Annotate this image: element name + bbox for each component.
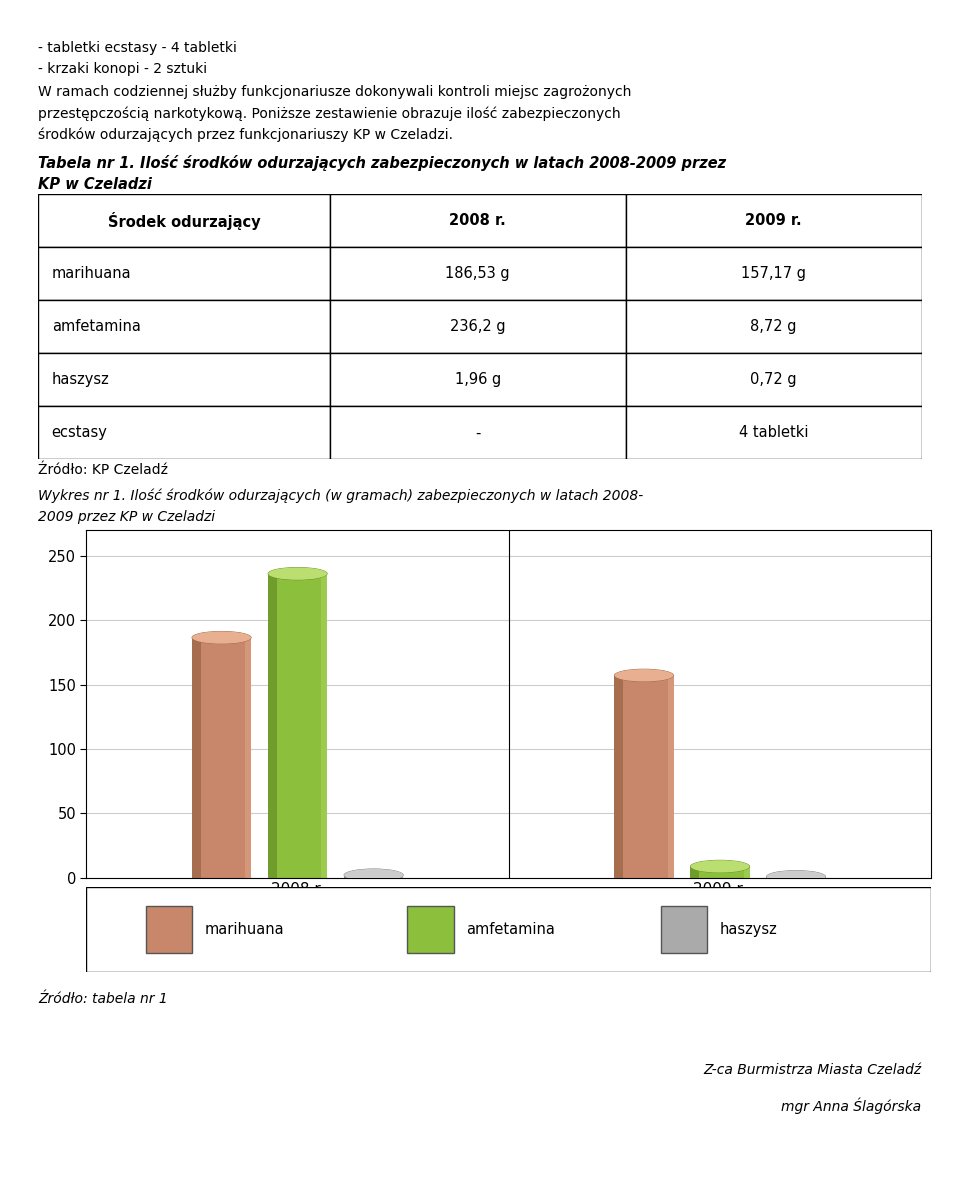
Bar bbox=[690, 866, 699, 878]
Bar bbox=[660, 906, 708, 953]
Text: amfetamina: amfetamina bbox=[52, 319, 140, 335]
Text: Źródło: KP Czeladź: Źródło: KP Czeladź bbox=[38, 463, 168, 477]
Bar bbox=[667, 675, 674, 878]
Bar bbox=[38, 194, 330, 247]
Bar bbox=[626, 353, 922, 406]
Ellipse shape bbox=[766, 872, 826, 884]
Bar bbox=[397, 875, 403, 878]
Text: środków odurzających przez funkcjonariuszy KP w Czeladzi.: środków odurzających przez funkcjonarius… bbox=[38, 127, 453, 141]
Text: 2009 r.: 2009 r. bbox=[745, 213, 802, 229]
Text: amfetamina: amfetamina bbox=[467, 922, 556, 937]
Text: 0,72 g: 0,72 g bbox=[751, 372, 797, 388]
Ellipse shape bbox=[192, 631, 252, 644]
Ellipse shape bbox=[268, 567, 327, 581]
Bar bbox=[268, 574, 327, 878]
Text: marihuana: marihuana bbox=[52, 266, 132, 282]
Ellipse shape bbox=[192, 872, 252, 884]
Text: 157,17 g: 157,17 g bbox=[741, 266, 806, 282]
Bar bbox=[626, 194, 922, 247]
Bar bbox=[192, 637, 201, 878]
Bar bbox=[38, 406, 330, 459]
Bar bbox=[268, 574, 276, 878]
Text: - krzaki konopi - 2 sztuki: - krzaki konopi - 2 sztuki bbox=[38, 62, 207, 77]
Bar bbox=[330, 194, 626, 247]
Bar bbox=[38, 247, 330, 300]
Bar bbox=[626, 247, 922, 300]
Text: 236,2 g: 236,2 g bbox=[450, 319, 506, 335]
Ellipse shape bbox=[766, 871, 826, 884]
Text: 2008 r.: 2008 r. bbox=[449, 213, 506, 229]
Text: mgr Anna Ślagórska: mgr Anna Ślagórska bbox=[781, 1098, 922, 1114]
Text: -: - bbox=[475, 425, 480, 441]
Bar bbox=[330, 247, 626, 300]
Text: 1,96 g: 1,96 g bbox=[455, 372, 501, 388]
Bar bbox=[322, 574, 327, 878]
Ellipse shape bbox=[344, 872, 403, 884]
Ellipse shape bbox=[766, 871, 826, 884]
Text: Wykres nr 1. Ilość środków odurzających (w gramach) zabezpieczonych w latach 200: Wykres nr 1. Ilość środków odurzających … bbox=[38, 489, 643, 503]
Ellipse shape bbox=[690, 872, 750, 884]
Ellipse shape bbox=[690, 860, 750, 873]
Text: 8,72 g: 8,72 g bbox=[751, 319, 797, 335]
Ellipse shape bbox=[344, 868, 403, 881]
Text: ecstasy: ecstasy bbox=[52, 425, 108, 441]
Bar bbox=[614, 675, 674, 878]
Ellipse shape bbox=[192, 631, 252, 644]
Bar bbox=[626, 300, 922, 353]
Text: 186,53 g: 186,53 g bbox=[445, 266, 510, 282]
Bar bbox=[146, 906, 192, 953]
Bar bbox=[330, 300, 626, 353]
Text: 2009 przez KP w Czeladzi: 2009 przez KP w Czeladzi bbox=[38, 510, 216, 524]
Text: przestępczością narkotykową. Poniższe zestawienie obrazuje ilość zabezpieczonych: przestępczością narkotykową. Poniższe ze… bbox=[38, 106, 621, 120]
Bar bbox=[614, 675, 623, 878]
Text: W ramach codziennej służby funkcjonariusze dokonywali kontroli miejsc zagrożonyc: W ramach codziennej służby funkcjonarius… bbox=[38, 85, 632, 99]
Bar bbox=[38, 353, 330, 406]
Text: Środek odurzający: Środek odurzający bbox=[108, 212, 260, 230]
Text: marihuana: marihuana bbox=[204, 922, 284, 937]
Bar bbox=[626, 406, 922, 459]
Bar bbox=[330, 406, 626, 459]
Text: Z-ca Burmistrza Miasta Czeladź: Z-ca Burmistrza Miasta Czeladź bbox=[704, 1063, 922, 1077]
Bar bbox=[38, 300, 330, 353]
Text: 4 tabletki: 4 tabletki bbox=[739, 425, 808, 441]
Bar bbox=[744, 866, 750, 878]
Bar bbox=[344, 875, 403, 878]
Ellipse shape bbox=[690, 860, 750, 873]
Bar bbox=[690, 866, 750, 878]
Bar bbox=[330, 353, 626, 406]
Text: KP w Czeladzi: KP w Czeladzi bbox=[38, 177, 153, 192]
Bar bbox=[245, 637, 252, 878]
Bar bbox=[407, 906, 454, 953]
Ellipse shape bbox=[614, 872, 674, 884]
Ellipse shape bbox=[268, 872, 327, 884]
Ellipse shape bbox=[344, 869, 403, 881]
Ellipse shape bbox=[614, 669, 674, 682]
Text: Źródło: tabela nr 1: Źródło: tabela nr 1 bbox=[38, 992, 168, 1006]
Text: haszysz: haszysz bbox=[720, 922, 778, 937]
Ellipse shape bbox=[268, 568, 327, 580]
Bar bbox=[344, 875, 353, 878]
Text: Tabela nr 1. Ilość środków odurzających zabezpieczonych w latach 2008-2009 przez: Tabela nr 1. Ilość środków odurzających … bbox=[38, 155, 727, 172]
Bar bbox=[192, 637, 252, 878]
Ellipse shape bbox=[614, 669, 674, 682]
Text: haszysz: haszysz bbox=[52, 372, 109, 388]
Text: - tabletki ecstasy - 4 tabletki: - tabletki ecstasy - 4 tabletki bbox=[38, 41, 237, 55]
